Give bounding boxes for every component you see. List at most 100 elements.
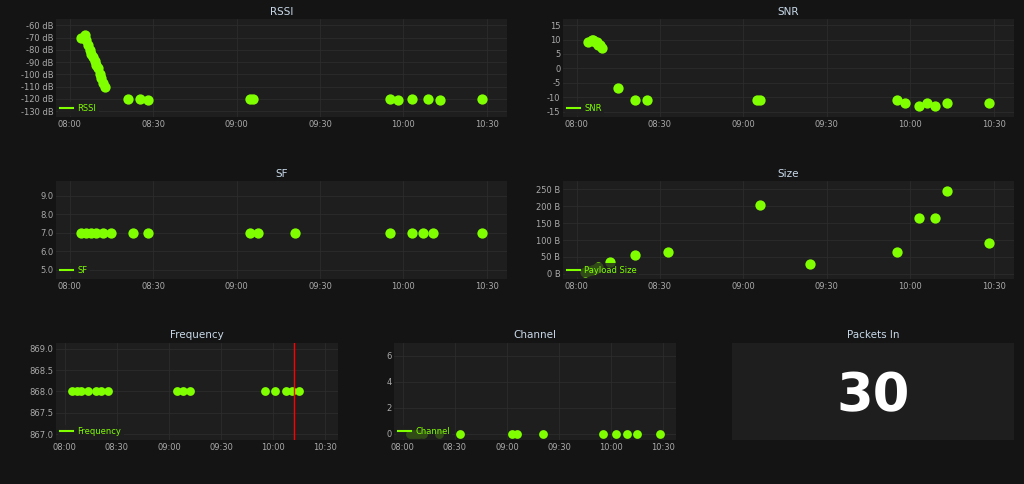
Point: [100, 388, 117, 395]
Point: [63, 388, 80, 395]
Point: [181, 388, 198, 395]
Title: Size: Size: [778, 169, 799, 179]
Point: [618, 430, 635, 438]
Point: [242, 95, 258, 103]
Point: [939, 99, 955, 107]
Point: [390, 96, 407, 104]
Point: [602, 258, 618, 266]
Point: [584, 36, 600, 44]
Point: [638, 96, 654, 104]
Point: [652, 430, 669, 438]
Point: [278, 388, 294, 395]
Title: Channel: Channel: [514, 331, 556, 340]
Point: [592, 42, 608, 49]
Point: [96, 83, 113, 91]
Point: [174, 388, 190, 395]
Point: [73, 34, 89, 42]
Point: [910, 102, 927, 110]
Point: [536, 430, 552, 438]
Point: [83, 229, 99, 237]
Point: [95, 229, 112, 237]
Point: [291, 388, 307, 395]
Point: [577, 268, 593, 276]
Point: [981, 99, 997, 107]
Point: [90, 64, 106, 72]
Point: [169, 388, 185, 395]
Point: [927, 214, 943, 222]
Legend: Channel: Channel: [396, 425, 453, 439]
Point: [416, 430, 432, 438]
Point: [88, 229, 104, 237]
Point: [431, 430, 447, 438]
Point: [242, 229, 258, 237]
Point: [73, 229, 89, 237]
Point: [257, 388, 273, 395]
Title: Frequency: Frequency: [170, 331, 224, 340]
Point: [382, 229, 398, 237]
Point: [504, 430, 520, 438]
Point: [910, 214, 927, 222]
Point: [660, 248, 677, 256]
Point: [919, 99, 935, 107]
Point: [404, 430, 421, 438]
Point: [981, 240, 997, 247]
Point: [103, 229, 120, 237]
Point: [580, 39, 596, 46]
Point: [401, 430, 418, 438]
Point: [140, 229, 157, 237]
Point: [403, 95, 420, 103]
Point: [802, 260, 818, 268]
Point: [939, 187, 955, 195]
Point: [80, 388, 96, 395]
Point: [83, 50, 99, 58]
Point: [140, 96, 157, 104]
Point: [80, 41, 96, 49]
Point: [267, 388, 284, 395]
Legend: SNR: SNR: [565, 102, 604, 116]
Point: [897, 99, 913, 107]
Point: [86, 57, 102, 65]
Point: [627, 96, 643, 104]
Point: [93, 388, 110, 395]
Point: [587, 265, 603, 272]
Title: Packets In: Packets In: [847, 331, 899, 340]
Point: [73, 388, 89, 395]
Point: [250, 229, 266, 237]
Point: [78, 36, 94, 44]
Point: [749, 96, 765, 104]
Point: [593, 45, 609, 52]
Legend: SF: SF: [58, 263, 90, 277]
Legend: Frequency: Frequency: [58, 425, 124, 439]
Point: [474, 95, 490, 103]
Point: [474, 229, 490, 237]
Point: [82, 46, 98, 54]
Point: [627, 251, 643, 259]
Point: [584, 267, 600, 274]
Point: [587, 39, 603, 46]
Point: [580, 267, 596, 275]
Legend: Payload Size: Payload Size: [565, 263, 639, 277]
Point: [77, 31, 93, 39]
Point: [889, 96, 905, 104]
Point: [78, 229, 94, 237]
Point: [88, 61, 104, 69]
Title: SF: SF: [275, 169, 288, 179]
Point: [125, 229, 141, 237]
Point: [595, 430, 611, 438]
Point: [610, 85, 627, 92]
Point: [120, 95, 136, 103]
Point: [408, 430, 424, 438]
Point: [585, 36, 601, 44]
Point: [95, 79, 112, 87]
Point: [752, 96, 768, 104]
Point: [420, 95, 436, 103]
Point: [403, 229, 420, 237]
Point: [91, 71, 108, 78]
Point: [88, 388, 104, 395]
Point: [590, 263, 606, 271]
Legend: RSSI: RSSI: [58, 102, 98, 116]
Point: [509, 430, 525, 438]
Point: [131, 95, 147, 103]
Point: [245, 95, 261, 103]
Point: [69, 388, 85, 395]
